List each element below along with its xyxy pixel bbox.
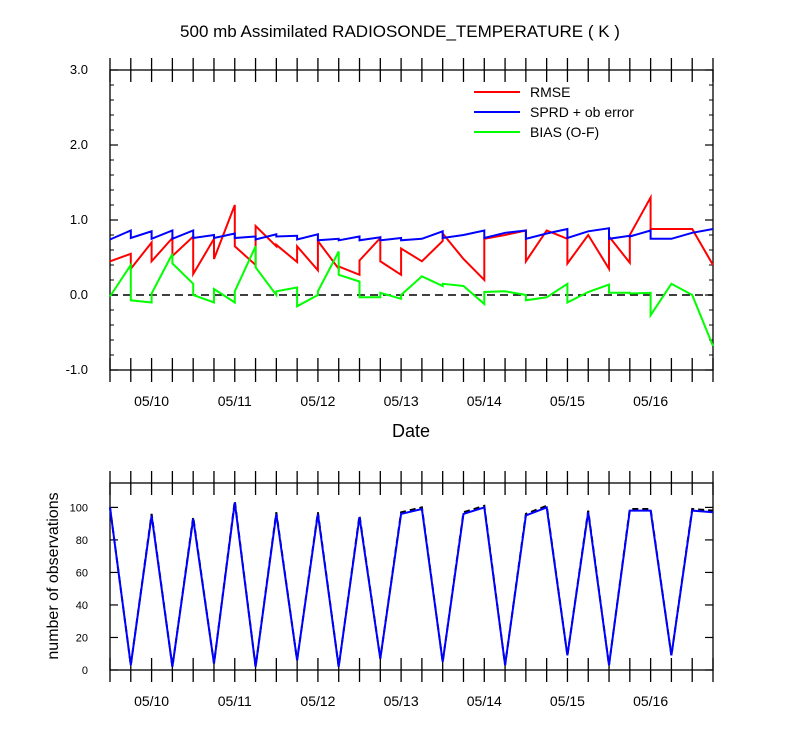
y-tick-label: 80: [76, 535, 88, 547]
x-tick-label: 05/12: [300, 693, 335, 709]
x-tick-label: 05/14: [467, 693, 502, 709]
x-tick-label: 05/13: [384, 393, 419, 409]
x-tick-label: 05/16: [633, 393, 668, 409]
y-tick-label: 0.0: [70, 287, 88, 302]
x-tick-label: 05/10: [134, 393, 169, 409]
series-0-line: [109, 500, 714, 667]
legend-label-0: RMSE: [530, 84, 570, 100]
top-y-axis: -1.0 0.0 1.0 2.0 3.0: [66, 62, 713, 377]
bottom-series-group: [109, 500, 714, 667]
bias-o-f-line: [109, 245, 714, 347]
y-tick-label: -1.0: [66, 362, 88, 377]
x-tick-label: 05/14: [467, 393, 502, 409]
top-series-group: [109, 193, 714, 347]
x-tick-label: 05/10: [134, 693, 169, 709]
x-tick-label: 05/12: [300, 393, 335, 409]
y-tick-label: 60: [76, 567, 88, 579]
y-tick-label: 1.0: [70, 212, 88, 227]
top-chart: -1.00.01.02.03.0 05/10 05/11 05/12 05/13 05/…: [66, 58, 714, 441]
x-tick-label: 05/11: [218, 693, 252, 709]
y-tick-label: 0: [82, 665, 88, 677]
bottom-plot-frame: [109, 482, 714, 671]
y-tick-label: 2.0: [70, 137, 88, 152]
y-tick-label: 40: [76, 600, 88, 612]
series-1-line: [109, 502, 714, 667]
y-axis-label: number of observations: [45, 492, 62, 659]
y-tick-label: 20: [76, 632, 88, 644]
x-tick-label: 05/13: [384, 693, 419, 709]
x-tick-label: 05/11: [218, 393, 252, 409]
sprd-ob-error-line: [109, 227, 714, 242]
x-tick-label: 05/16: [633, 693, 668, 709]
legend-label-1: SPRD + ob error: [530, 104, 634, 120]
x-axis-label: Date: [392, 421, 430, 441]
bottom-y-axis: 0 20 40 60 80 100: [70, 502, 713, 677]
chart-title: 500 mb Assimilated RADIOSONDE_TEMPERATUR…: [180, 22, 620, 41]
y-tick-label: 3.0: [70, 62, 88, 77]
x-tick-label: 05/15: [550, 393, 585, 409]
y-tick-label: 100: [70, 502, 88, 514]
legend-label-2: BIAS (O-F): [530, 124, 599, 140]
top-x-axis: 05/10 05/11 05/12 05/13 05/14 05/15 05/16: [109, 58, 714, 409]
legend: RMSE SPRD + ob error BIAS (O-F): [474, 84, 634, 140]
bottom-x-axis: 05/10 05/11 05/12 05/13 05/14 05/15 05/16: [109, 471, 714, 709]
x-tick-label: 05/15: [550, 693, 585, 709]
